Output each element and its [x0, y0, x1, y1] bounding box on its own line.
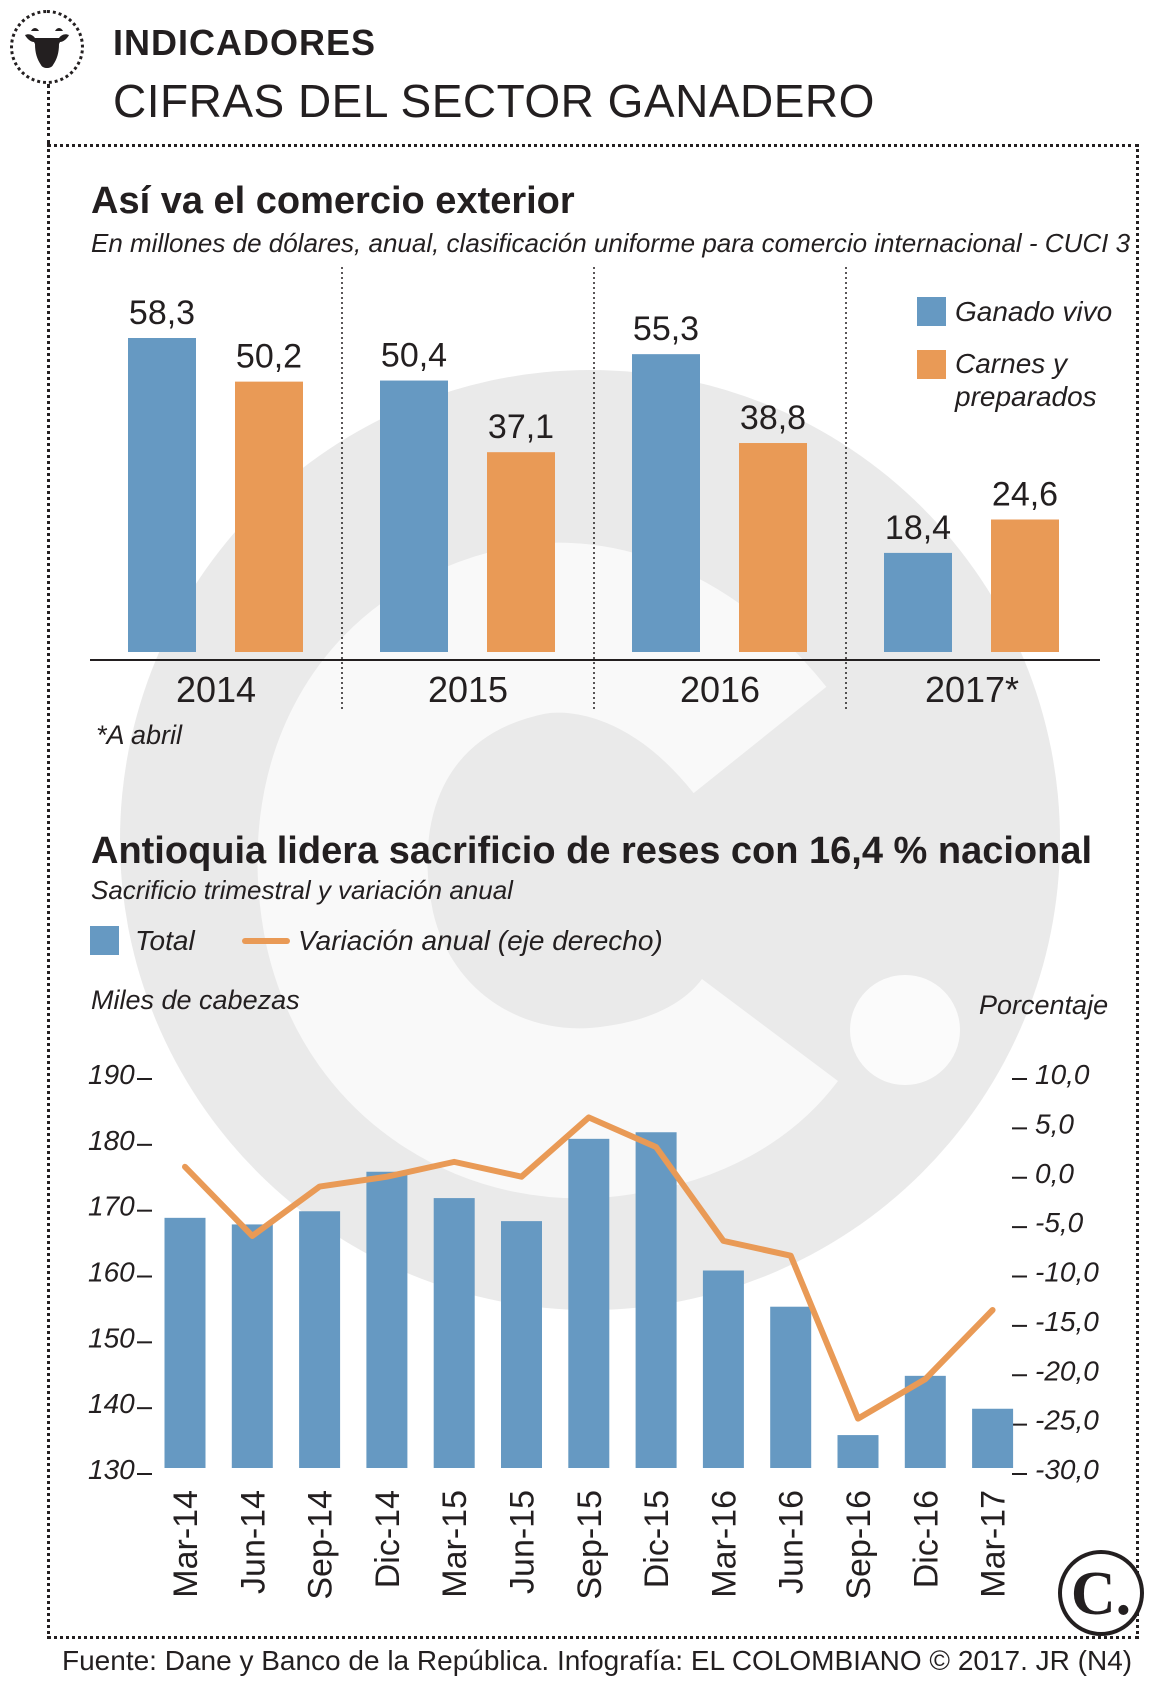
- y-tick-label: 190: [88, 1059, 135, 1090]
- x-tick-label-Jun-16: Jun-16: [773, 1490, 811, 1594]
- y-tick-label: 140: [88, 1388, 135, 1419]
- bar-total-Jun-15: [501, 1221, 542, 1468]
- bar-total-Dic-16: [904, 1375, 946, 1468]
- bar-total-Dic-15: [635, 1132, 677, 1468]
- bar-total-Dic-14: [366, 1171, 408, 1468]
- section-kicker: INDICADORES: [113, 22, 377, 63]
- x-tick-label-Sep-14: Sep-14: [302, 1490, 340, 1600]
- x-tick-label-Sep-15: Sep-15: [571, 1490, 609, 1600]
- y-tick-label: 150: [88, 1322, 135, 1353]
- y2-tick-label: -5,0: [1035, 1207, 1084, 1238]
- chart2-y2label: Porcentaje: [979, 990, 1109, 1020]
- legend-label-total: Total: [135, 925, 195, 956]
- value-label-carnes-2017: 24,6: [992, 476, 1058, 514]
- bar-total-Mar-17: [972, 1408, 1014, 1468]
- chart1-footnote: *A abril: [96, 720, 183, 750]
- bar-carnes-2016: [739, 443, 807, 652]
- category-label-2017: 2017*: [925, 669, 1019, 710]
- bar-total-Mar-14: [164, 1217, 206, 1468]
- bar-carnes-2017: [991, 519, 1059, 652]
- bar-total-Sep-15: [568, 1138, 610, 1468]
- legend-swatch-carnes: [917, 350, 946, 379]
- chart2-subtitle: Sacrificio trimestral y variación anual: [91, 875, 513, 905]
- category-label-2015: 2015: [428, 669, 508, 710]
- y2-tick-label: -20,0: [1035, 1355, 1099, 1386]
- chart2-title: Antioquia lidera sacrificio de reses con…: [91, 830, 1093, 872]
- content-frame: [47, 144, 1139, 1639]
- header-divider: [47, 84, 50, 144]
- chart2-ylabel: Miles de cabezas: [91, 985, 300, 1015]
- value-label-ganado-2016: 55,3: [633, 310, 699, 348]
- y-tick-label: 180: [88, 1125, 135, 1156]
- source-credit: Fuente: Dane y Banco de la República. In…: [62, 1645, 1133, 1676]
- value-label-ganado-2014: 58,3: [129, 294, 195, 332]
- bar-total-Sep-16: [837, 1435, 879, 1468]
- y-tick-label: 130: [88, 1454, 135, 1485]
- y2-tick-label: 10,0: [1035, 1059, 1090, 1090]
- value-label-carnes-2014: 50,2: [236, 338, 302, 376]
- x-tick-label-Mar-15: Mar-15: [436, 1490, 474, 1598]
- y2-tick-label: 0,0: [1035, 1158, 1074, 1189]
- variacion-line: [182, 1114, 996, 1422]
- y-tick-label: 160: [88, 1257, 135, 1288]
- legend-swatch-total: [90, 926, 119, 955]
- legend-label-carnes-1: Carnes y: [955, 348, 1069, 379]
- y2-tick-label: -10,0: [1035, 1257, 1099, 1288]
- y2-tick-label: -15,0: [1035, 1306, 1099, 1337]
- value-label-ganado-2015: 50,4: [381, 337, 447, 375]
- x-tick-label-Jun-14: Jun-14: [234, 1490, 272, 1594]
- value-label-carnes-2015: 37,1: [488, 408, 554, 446]
- chart1-title: Así va el comercio exterior: [91, 180, 575, 222]
- value-label-ganado-2017: 18,4: [885, 509, 951, 547]
- bar-ganado-2017: [884, 552, 952, 652]
- bar-carnes-2014: [235, 381, 303, 652]
- chart1-plot: 58,3 50,2 50,4 37,1 55,3 38,8 18,4 24,6 2014 201…: [90, 267, 1112, 712]
- x-tick-label-Sep-16: Sep-16: [840, 1490, 878, 1600]
- x-tick-label-Dic-14: Dic-14: [369, 1490, 407, 1588]
- legend-label-carnes-2: preparados: [954, 381, 1097, 412]
- bar-total-Mar-16: [702, 1270, 744, 1468]
- bar-total-Mar-15: [433, 1198, 475, 1468]
- x-tick-label-Mar-17: Mar-17: [975, 1490, 1013, 1598]
- y2-tick-label: -30,0: [1035, 1454, 1099, 1485]
- legend-label-variacion: Variación anual (eje derecho): [298, 925, 663, 956]
- value-label-carnes-2016: 38,8: [740, 399, 806, 437]
- legend-swatch-ganado: [917, 297, 946, 326]
- bar-ganado-2014: [128, 338, 196, 652]
- brand-logo: C.: [1058, 1550, 1144, 1636]
- category-label-2016: 2016: [680, 669, 760, 710]
- bar-ganado-2016: [632, 354, 700, 652]
- bar-total-Jun-14: [231, 1224, 273, 1468]
- y2-tick-label: 5,0: [1035, 1108, 1074, 1139]
- bar-total-Sep-14: [299, 1211, 341, 1468]
- bar-total-Jun-16: [770, 1306, 812, 1468]
- bar-carnes-2015: [487, 452, 555, 652]
- header-icon-frame: [10, 10, 84, 84]
- y2-tick-label: -25,0: [1035, 1405, 1099, 1436]
- x-tick-label-Mar-14: Mar-14: [167, 1490, 205, 1598]
- x-tick-label-Mar-16: Mar-16: [705, 1490, 743, 1598]
- category-label-2014: 2014: [176, 669, 256, 710]
- chart2-plot: Total Variación anual (eje derecho) 190 1…: [88, 925, 1099, 1600]
- x-tick-label-Dic-16: Dic-16: [907, 1490, 945, 1588]
- chart1-subtitle: En millones de dólares, anual, clasifica…: [91, 228, 1131, 258]
- legend-label-ganado: Ganado vivo: [955, 296, 1112, 327]
- x-tick-label-Jun-15: Jun-15: [504, 1490, 542, 1594]
- y-tick-label: 170: [88, 1191, 135, 1222]
- page-title: CIFRAS DEL SECTOR GANADERO: [113, 75, 875, 127]
- cow-head-icon: [25, 28, 69, 68]
- x-tick-label-Dic-15: Dic-15: [638, 1490, 676, 1588]
- watermark-logo: [120, 370, 1060, 1310]
- bar-ganado-2015: [380, 380, 448, 652]
